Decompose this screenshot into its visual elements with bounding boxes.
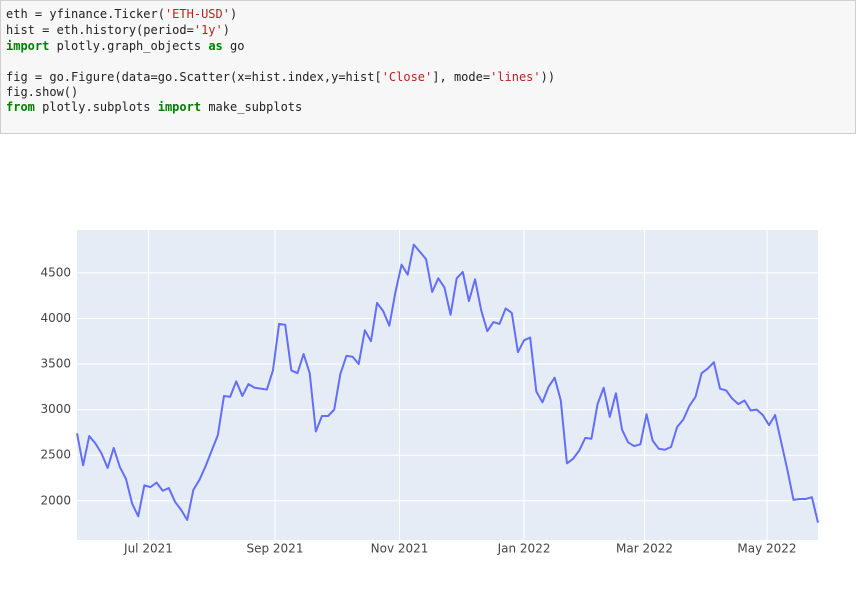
code-cell[interactable]: eth = yfinance.Ticker('ETH-USD') hist = … xyxy=(0,0,856,134)
string: 'lines' xyxy=(490,70,541,84)
code-line: fig = go.Figure(data=go.Scatter(x=hist.i… xyxy=(6,70,555,85)
code: ) xyxy=(222,23,230,37)
y-tick-label: 2500 xyxy=(40,448,71,462)
code: make_subplots xyxy=(201,100,303,114)
code: ], mode= xyxy=(432,70,491,84)
code-line: hist = eth.history(period='1y') xyxy=(6,23,230,38)
keyword: import xyxy=(157,100,202,114)
string: 'ETH-USD' xyxy=(164,7,230,21)
x-tick-label: Jan 2022 xyxy=(497,542,551,556)
y-tick-label: 2000 xyxy=(40,493,71,507)
x-tick-label: Jul 2021 xyxy=(123,542,173,556)
y-tick-label: 4500 xyxy=(40,265,71,279)
x-tick-label: May 2022 xyxy=(737,542,796,556)
y-tick-label: 4000 xyxy=(40,311,71,325)
plot-area xyxy=(77,230,818,540)
code-line: fig.show() xyxy=(6,85,78,100)
code: plotly.subplots xyxy=(34,100,158,114)
x-tick-label: Nov 2021 xyxy=(371,542,429,556)
y-tick-label: 3000 xyxy=(40,402,71,416)
code-line: from plotly.subplots import make_subplot… xyxy=(6,100,302,115)
code: fig = go.Figure(data=go.Scatter(x=hist.i… xyxy=(6,70,382,84)
y-tick-label: 3500 xyxy=(40,357,71,371)
x-tick-label: Mar 2022 xyxy=(616,542,673,556)
keyword: as xyxy=(208,39,223,53)
code: )) xyxy=(540,70,556,84)
string: 'Close' xyxy=(381,70,433,84)
string: '1y' xyxy=(193,23,223,37)
keyword: from xyxy=(6,100,35,114)
code: eth = yfinance.Ticker( xyxy=(6,7,165,21)
code: ) xyxy=(229,7,238,21)
code-line: import plotly.graph_objects as go xyxy=(6,39,244,54)
keyword: import xyxy=(6,39,50,53)
price-line xyxy=(76,243,819,523)
code-line: eth = yfinance.Ticker('ETH-USD') xyxy=(6,7,237,22)
code: fig.show() xyxy=(6,85,79,99)
code: hist = eth.history(period= xyxy=(6,23,194,37)
code: plotly.graph_objects xyxy=(49,39,209,53)
code: go xyxy=(222,39,245,53)
x-tick-label: Sep 2021 xyxy=(246,542,303,556)
